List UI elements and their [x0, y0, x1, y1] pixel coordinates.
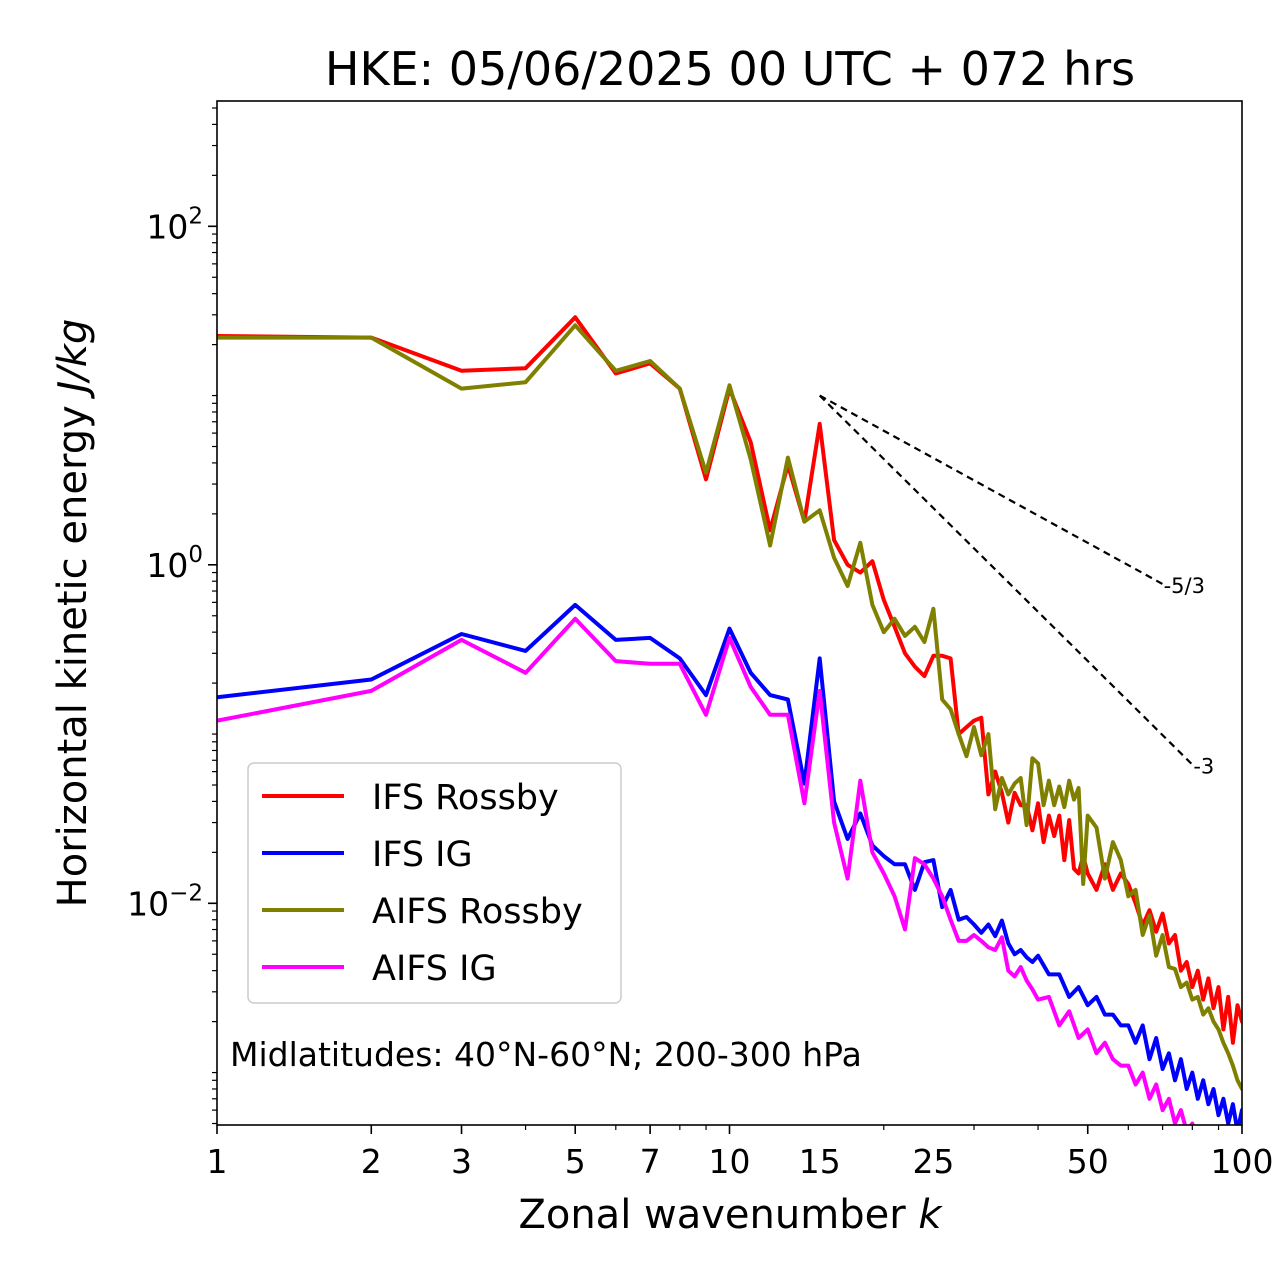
x-tick-label: 3 — [451, 1142, 472, 1181]
series-line-aifs-ig — [217, 616, 1195, 1125]
x-tick-label: 50 — [1067, 1142, 1109, 1181]
reference-slope-label: -3 — [1193, 755, 1214, 779]
x-tick-label: 15 — [799, 1142, 841, 1181]
legend-label: IFS Rossby — [372, 778, 559, 818]
series-line-ifs-ig — [217, 602, 1242, 1125]
reference-slope-label: -5/3 — [1164, 574, 1205, 598]
reference-slope-line — [819, 394, 1164, 585]
x-axis: 1 2 3 5 7 10 15 25 50 100 — [207, 1125, 1274, 1181]
chart-title: HKE: 05/06/2025 00 UTC + 072 hrs — [325, 42, 1135, 96]
legend-label: AIFS IG — [372, 949, 497, 989]
legend-label: AIFS Rossby — [372, 892, 583, 932]
legend-box — [247, 762, 622, 1004]
region-annotation: Midlatitudes: 40°N-60°N; 200-300 hPa — [230, 1035, 862, 1074]
legend: IFS Rossby IFS IG AIFS Rossby AIFS IG — [247, 762, 622, 1004]
reference-lines: -5/3 -3 — [818, 394, 1214, 779]
y-tick-label: 100 — [146, 542, 203, 585]
legend-label: IFS IG — [372, 835, 473, 875]
reference-slope-line — [818, 394, 1194, 766]
series-layer — [217, 315, 1242, 1125]
x-tick-label: 7 — [640, 1142, 661, 1181]
series-line-aifs-rossby — [217, 323, 1242, 1091]
x-tick-label: 10 — [709, 1142, 751, 1181]
x-tick-label: 5 — [565, 1142, 586, 1181]
x-tick-label: 100 — [1211, 1142, 1274, 1181]
y-axis: 102 100 10−2 — [127, 107, 217, 1125]
y-tick-label: 102 — [146, 203, 203, 246]
x-axis-label: Zonal wavenumber k — [518, 1192, 943, 1238]
x-tick-label: 2 — [361, 1142, 382, 1181]
x-tick-label: 1 — [207, 1142, 228, 1181]
y-tick-label: 10−2 — [127, 880, 203, 923]
x-tick-label: 25 — [912, 1142, 954, 1181]
y-axis-label: Horizontal kinetic energy J/kg — [50, 319, 96, 908]
